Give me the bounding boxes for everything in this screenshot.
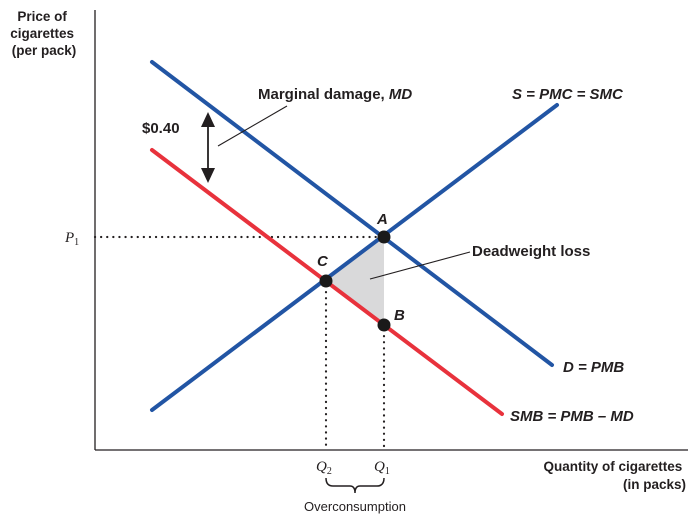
supply-curve (150, 103, 559, 412)
y-axis-label: Price of cigarettes (per pack) (10, 9, 78, 58)
smb-label: SMB = PMB – MD (510, 408, 634, 425)
md-leader-line (217, 105, 288, 147)
point-c-dot (319, 274, 333, 288)
gap-arrow-bottom-head (201, 168, 215, 183)
demand-label: D = PMB (563, 359, 624, 376)
point-a-dot (377, 230, 391, 244)
point-b-dot (377, 318, 391, 332)
gap-label: $0.40 (142, 120, 180, 137)
demand-curve (150, 60, 554, 367)
overconsumption-label: Overconsumption (304, 499, 406, 514)
overconsumption-brace (325, 477, 385, 494)
point-a-label: A (376, 211, 388, 228)
deadweight-loss-area (326, 237, 384, 325)
q2-label: Q2 (316, 459, 332, 477)
q1-label: Q1 (374, 459, 390, 477)
p1-label: P1 (64, 230, 79, 248)
point-c-label: C (317, 253, 329, 270)
point-b-label: B (394, 307, 405, 324)
supply-label: S = PMC = SMC (512, 86, 624, 103)
x-axis-label: Quantity of cigarettes (in packs) (543, 459, 686, 492)
gap-arrow-top-head (201, 112, 215, 127)
deadweight-label: Deadweight loss (472, 243, 590, 260)
deadweight-leader-line (369, 251, 471, 280)
md-label: Marginal damage, MD (258, 86, 412, 103)
